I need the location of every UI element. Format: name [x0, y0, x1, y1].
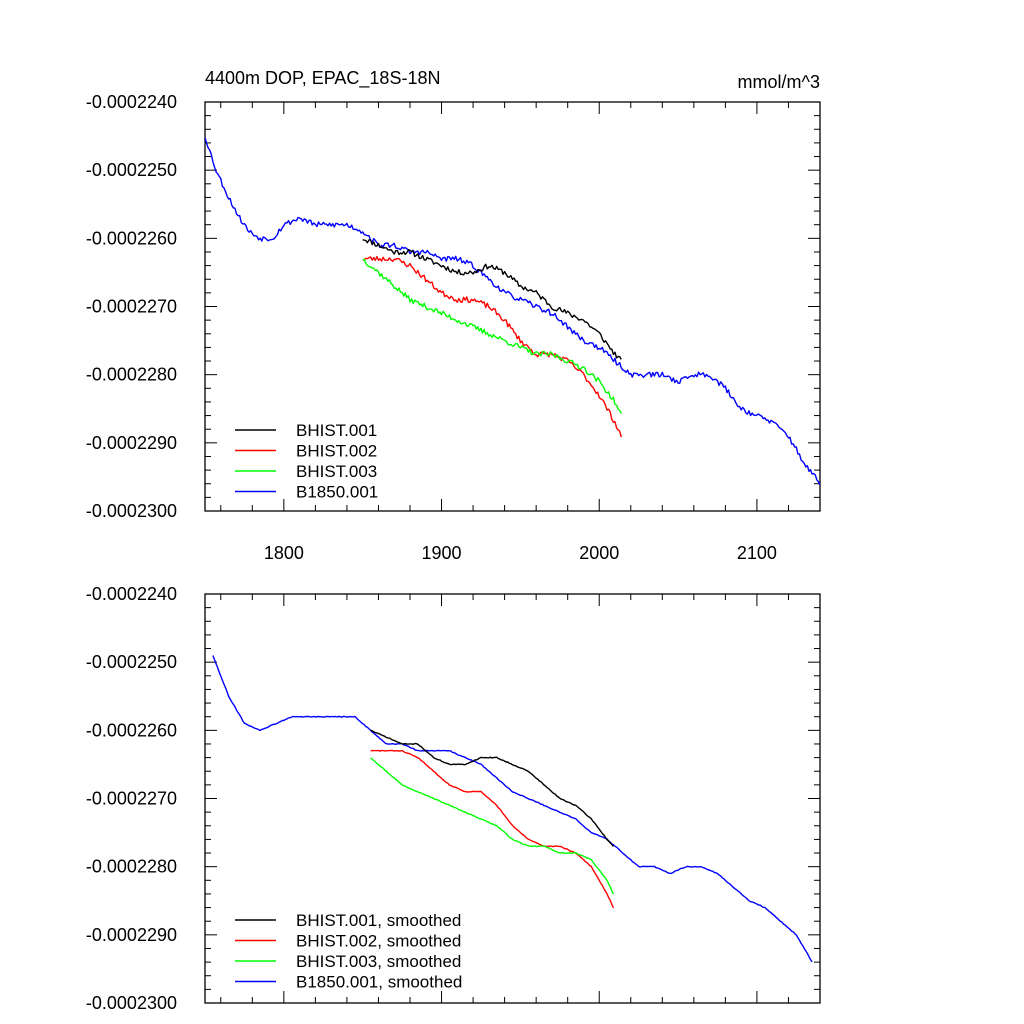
top-x-tick-label: 1800 — [264, 543, 304, 563]
top-y-tick-label: -0.0002270 — [86, 297, 177, 317]
top-legend-label: B1850.001 — [296, 483, 378, 502]
bottom-y-tick-label: -0.0002270 — [86, 789, 177, 809]
top-x-tick-label: 2000 — [579, 543, 619, 563]
bottom-y-tick-label: -0.0002260 — [86, 720, 177, 740]
bottom-series-line-bhist-002-smoothed — [370, 749, 615, 909]
top-x-tick-label: 2100 — [737, 543, 777, 563]
top-y-tick-label: -0.0002290 — [86, 433, 177, 453]
bottom-series-line-bhist-001-smoothed — [370, 729, 614, 847]
bottom-legend-label: BHIST.002, smoothed — [296, 932, 461, 951]
bottom-y-tick-label: -0.0002280 — [86, 857, 177, 877]
top-series-line-bhist-001 — [362, 239, 622, 360]
bottom-y-tick-label: -0.0002290 — [86, 925, 177, 945]
top-y-tick-label: -0.0002300 — [86, 501, 177, 521]
top-y-tick-label: -0.0002280 — [86, 365, 177, 385]
chart-title: 4400m DOP, EPAC_18S-18N — [205, 68, 440, 89]
bottom-y-tick-label: -0.0002240 — [86, 584, 177, 604]
top-legend-label: BHIST.002 — [296, 442, 377, 461]
top-panel: -0.0002240 -0.0002250 -0.0002260 -0.0002270… — [86, 92, 821, 563]
top-y-tick-label: -0.0002250 — [86, 160, 177, 180]
top-x-tick-label: 1900 — [422, 543, 462, 563]
top-y-tick-label: -0.0002240 — [86, 92, 177, 112]
top-series-line-bhist-002 — [362, 255, 622, 438]
top-legend-label: BHIST.001 — [296, 421, 377, 440]
bottom-y-tick-label: -0.0002300 — [86, 993, 177, 1013]
bottom-legend-label: BHIST.003, smoothed — [296, 952, 461, 971]
bottom-legend-label: B1850.001, smoothed — [296, 973, 462, 992]
top-series-line-b1850-001 — [205, 137, 820, 486]
bottom-series-line-bhist-003-smoothed — [370, 757, 615, 895]
bottom-legend-label: BHIST.001, smoothed — [296, 911, 461, 930]
top-y-tick-label: -0.0002260 — [86, 228, 177, 248]
bottom-y-tick-label: -0.0002250 — [86, 652, 177, 672]
bottom-series-line-b1850-001-smoothed — [212, 655, 813, 963]
top-legend-label: BHIST.003 — [296, 462, 377, 481]
units-label: mmol/m^3 — [738, 72, 820, 92]
top-series-line-bhist-003 — [362, 258, 622, 414]
bottom-panel: -0.0002240 -0.0002250 -0.0002260 -0.0002270… — [86, 584, 821, 1013]
